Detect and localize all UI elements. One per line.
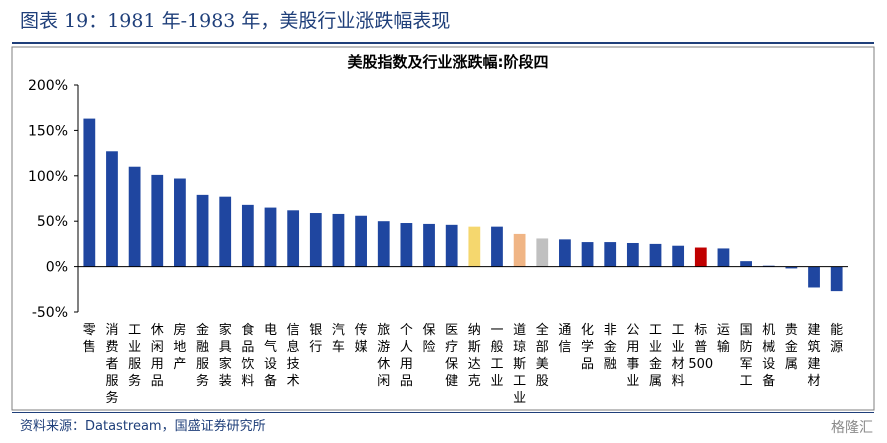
- category-label: 工业服务: [128, 323, 141, 389]
- category-label: 保险: [423, 323, 436, 355]
- category-label: 工业材料: [672, 323, 685, 389]
- bar-chart: 美股指数及行业涨跌幅:阶段四 -50% 0% 50% 100% 150% 200% 零售消…: [11, 46, 875, 411]
- y-tick-label: -50%: [32, 305, 68, 321]
- bar: [400, 223, 413, 267]
- category-labels: 零售消费者服务工业服务休闲用品房地产金融服务家具家装食品饮料电气设备信息技术银行…: [83, 322, 843, 406]
- category-label: 通信: [558, 323, 571, 355]
- bar: [626, 242, 639, 267]
- bars-group: [83, 118, 843, 292]
- bar: [355, 215, 367, 267]
- y-tick-label: 200%: [28, 78, 68, 94]
- bar: [604, 242, 617, 267]
- bar: [740, 261, 752, 267]
- bar: [513, 233, 526, 267]
- category-label: 房地产: [173, 322, 186, 372]
- y-tick-label: 50%: [37, 214, 68, 230]
- bar: [491, 226, 503, 267]
- category-label: 标普 500: [688, 323, 713, 372]
- bar: [219, 196, 232, 267]
- bar: [377, 221, 390, 267]
- bar: [694, 247, 707, 267]
- category-label: 运输: [717, 323, 730, 355]
- category-label: 纳斯达克: [468, 323, 481, 389]
- category-label: 公用事业: [626, 323, 639, 389]
- category-label: 非金融: [604, 323, 617, 372]
- source-note: 资料来源：Datastream，国盛证券研究所: [20, 419, 266, 434]
- category-label: 零售: [83, 323, 96, 355]
- category-label: 消费者服务: [105, 323, 118, 406]
- category-label: 建筑建材: [808, 323, 821, 389]
- bar: [196, 194, 209, 267]
- bar: [649, 243, 662, 267]
- category-label: 金融服务: [196, 322, 209, 389]
- category-label: 个人用品: [400, 323, 413, 389]
- y-tick-label: 0%: [46, 260, 68, 276]
- bar: [83, 118, 96, 267]
- bar: [672, 245, 685, 267]
- bar: [174, 178, 186, 267]
- watermark-logo: 格隆汇: [831, 420, 873, 436]
- chart-title: 美股指数及行业涨跌幅:阶段四: [348, 53, 549, 71]
- category-label: 电气设备: [264, 323, 277, 389]
- bar: [785, 266, 798, 269]
- category-label: 化学品: [581, 323, 594, 372]
- bar: [445, 224, 458, 267]
- category-label: 机械设备: [762, 323, 775, 389]
- chart-frame: [11, 46, 875, 411]
- bar: [128, 166, 141, 267]
- category-label: 休闲用品: [151, 323, 164, 389]
- category-label: 医疗保健: [445, 323, 458, 389]
- bar: [287, 210, 300, 267]
- bar: [423, 223, 435, 267]
- category-label: 家具家装: [219, 322, 232, 389]
- bar: [241, 204, 254, 267]
- bar: [468, 226, 481, 267]
- y-axis: -50% 0% 50% 100% 150% 200%: [28, 78, 79, 321]
- category-label: 全部美股: [536, 322, 549, 389]
- category-label: 工业金属: [649, 323, 662, 389]
- category-label: 汽车: [332, 323, 345, 355]
- bar: [106, 151, 118, 267]
- bar: [808, 266, 820, 288]
- category-label: 信息技术: [287, 323, 300, 389]
- y-tick-label: 150%: [28, 123, 68, 139]
- category-label: 食品饮料: [241, 322, 254, 389]
- category-label: 旅游休闲: [377, 323, 390, 389]
- category-label: 道琼斯工业: [513, 323, 526, 406]
- bar: [581, 242, 594, 267]
- bar: [264, 207, 277, 267]
- bar: [536, 238, 549, 267]
- bar: [332, 213, 345, 267]
- bar: [309, 213, 322, 267]
- category-label: 一般工业: [490, 323, 503, 389]
- bar: [717, 248, 730, 267]
- category-label: 能源: [830, 323, 843, 355]
- bar: [830, 266, 843, 292]
- source-divider: [12, 412, 874, 413]
- bar: [151, 174, 164, 267]
- category-label: 贵金属: [785, 323, 798, 372]
- bar: [559, 239, 571, 267]
- y-tick-label: 100%: [28, 169, 68, 185]
- category-label: 传媒: [355, 323, 368, 355]
- figure-title: 图表 19：1981 年-1983 年，美股行业涨跌幅表现: [20, 10, 451, 32]
- category-label: 银行: [309, 323, 322, 355]
- title-divider: [12, 42, 874, 44]
- category-label: 国防军工: [740, 323, 753, 389]
